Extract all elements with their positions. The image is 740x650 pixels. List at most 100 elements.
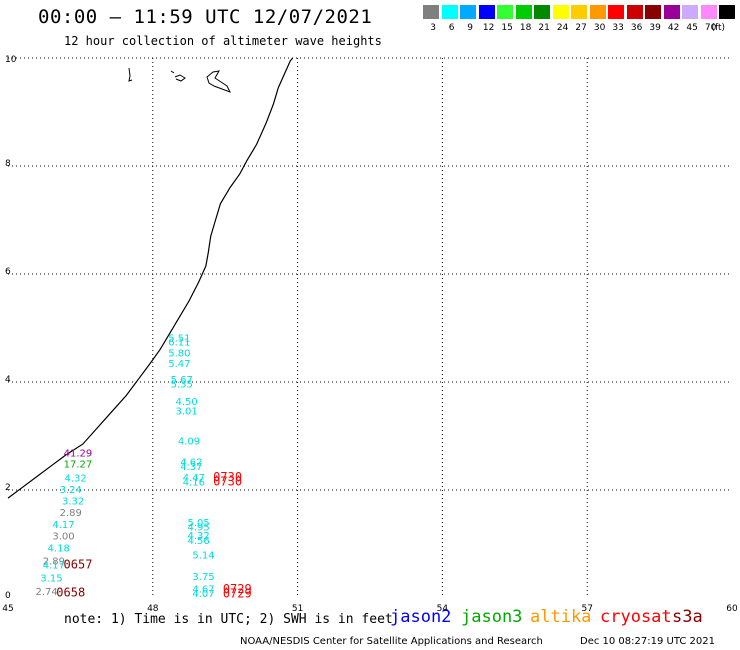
legend-swatch (552, 5, 569, 19)
legend-label: 24 (556, 23, 569, 33)
pass-time-label: 0658 (56, 585, 85, 599)
wave-height-label: 6.11 (168, 337, 190, 348)
legend-label: 33 (612, 23, 624, 33)
legend-swatch (497, 5, 513, 19)
legend-swatch (460, 5, 476, 19)
wave-height-label: 3.00 (52, 532, 74, 543)
lat-tick-label: 6 (5, 267, 11, 277)
wave-height-label: 3.32 (62, 497, 84, 508)
legend-label: 27 (575, 23, 587, 33)
pass-time-label: 0657 (64, 557, 93, 571)
wave-height-label: 5.80 (168, 349, 190, 360)
wave-height-label: 4.95 (188, 523, 210, 534)
lat-tick-label: 4 (5, 375, 11, 385)
wave-height-label: 3.01 (175, 406, 197, 417)
legend-label: 45 (686, 23, 698, 33)
legend-label: 30 (593, 23, 606, 33)
legend-swatch (441, 5, 458, 19)
pass-time-label: 0730 (213, 475, 242, 489)
legend-label: 70 (704, 23, 717, 33)
pass-time-label: 0729 (223, 582, 252, 596)
wave-height-label: 5.35 (171, 379, 193, 390)
wave-height-label: 4.56 (188, 536, 210, 547)
wave-height-label: 4.47 (183, 473, 205, 484)
lon-tick-label: 60 (726, 604, 738, 614)
legend-swatch (663, 5, 680, 19)
wave-height-label: 2.89 (60, 508, 82, 519)
lat-tick-label: 10 (5, 55, 17, 65)
legend-swatch (534, 5, 550, 19)
lon-tick-label: 51 (292, 604, 303, 614)
satellite-name: jason2 (390, 607, 452, 627)
wave-height-label: 4.32 (188, 531, 210, 542)
lon-tick-label: 45 (2, 604, 13, 614)
satellite-name: altika (530, 607, 592, 627)
legend-label: 18 (519, 23, 532, 33)
legend-label: 15 (501, 23, 513, 33)
legend-label: 6 (448, 23, 455, 33)
wave-height-label: 4.67 (192, 585, 214, 596)
footer-timestamp: Dec 10 08:27:19 UTC 2021 (580, 636, 715, 647)
legend-swatch (682, 5, 698, 19)
map-title: 00:00 – 11:59 UTC 12/07/2021 (38, 6, 373, 28)
wave-height-label: 4.16 (183, 478, 205, 489)
legend-swatch (719, 5, 735, 19)
legend-swatch (571, 5, 587, 19)
wave-height-label: 2.74 (35, 587, 57, 598)
legend-swatch (423, 5, 439, 19)
units-note: note: 1) Time is in UTC; 2) SWH is in fe… (64, 612, 393, 627)
wave-height-label: 4.32 (64, 473, 86, 484)
legend-unit: (ft) (711, 23, 726, 33)
wave-height-label: 4.07 (192, 589, 214, 600)
island-outline (206, 70, 232, 93)
legend-swatch (515, 5, 532, 19)
wave-height-label: 4.62 (180, 458, 202, 469)
legend-swatch (608, 5, 624, 19)
wave-height-label: 5.05 (188, 518, 210, 529)
legend-label: 21 (538, 23, 550, 33)
lat-tick-label: 0 (5, 591, 11, 601)
legend-swatch (589, 5, 606, 19)
wave-height-label: 4.37 (180, 462, 202, 473)
legend-label: 36 (630, 23, 643, 33)
satellite-name: cryosat (600, 607, 672, 627)
wave-height-label: 41.29 (64, 449, 93, 460)
wave-height-label: 3.15 (40, 573, 62, 584)
wave-height-label: 5.51 (168, 334, 190, 345)
pass-time-label: 0729 (223, 586, 252, 600)
footer-credit: NOAA/NESDIS Center for Satellite Applica… (240, 636, 543, 647)
lon-tick-label: 57 (581, 604, 592, 614)
satellite-name: s3a (672, 607, 703, 627)
wave-height-label: 17.27 (64, 459, 93, 470)
wave-height-label: 5.47 (168, 359, 190, 370)
wave-height-label: 4.17 (52, 520, 74, 531)
wave-height-label: 5.14 (192, 551, 214, 562)
island-outline (128, 67, 133, 82)
wave-height-label: 4.50 (175, 397, 197, 408)
wave-height-label: 4.09 (178, 437, 200, 448)
legend-swatch (700, 5, 717, 19)
coastline (7, 57, 294, 499)
wave-height-label: 5.67 (171, 375, 193, 386)
wave-height-label: 3.75 (192, 572, 214, 583)
map-subtitle: 12 hour collection of altimeter wave hei… (64, 34, 382, 48)
legend-label: 3 (430, 23, 436, 33)
legend-swatch (478, 5, 495, 19)
lat-tick-label: 8 (5, 159, 11, 169)
wave-height-label: 2.89 (43, 557, 65, 568)
island-outline (170, 70, 186, 82)
legend-label: 42 (667, 23, 680, 33)
legend-swatch (645, 5, 661, 19)
wave-height-label: 3.24 (60, 485, 82, 496)
wave-height-label: 4.17 (43, 560, 65, 571)
legend-swatch (626, 5, 643, 19)
lon-tick-label: 54 (437, 604, 449, 614)
lat-tick-label: 2 (5, 483, 11, 493)
legend-label: 9 (467, 23, 473, 33)
wave-height-label: 4.18 (48, 544, 70, 555)
legend-label: 39 (649, 23, 661, 33)
pass-time-label: 0730 (213, 470, 242, 484)
legend-label: 12 (482, 23, 495, 33)
satellite-name: jason3 (461, 607, 523, 627)
